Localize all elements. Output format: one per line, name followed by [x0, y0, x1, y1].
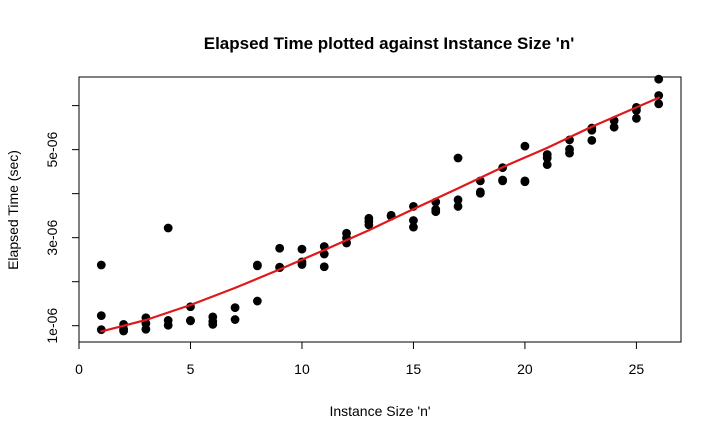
- x-tick-label: 25: [629, 361, 645, 377]
- data-point: [163, 320, 173, 330]
- data-point: [453, 195, 463, 205]
- data-point: [609, 122, 619, 132]
- x-axis-label: Instance Size 'n': [329, 403, 430, 419]
- data-point: [275, 243, 285, 253]
- data-point: [163, 223, 173, 233]
- data-point: [475, 188, 485, 198]
- chart-title: Elapsed Time plotted against Instance Si…: [204, 34, 575, 53]
- data-point: [654, 99, 664, 109]
- data-point: [186, 316, 195, 326]
- x-tick-label: 0: [75, 361, 83, 377]
- data-point: [96, 311, 106, 320]
- x-tick-label: 10: [294, 361, 310, 377]
- data-point: [409, 216, 418, 225]
- data-point: [453, 153, 463, 163]
- data-point: [297, 244, 307, 254]
- data-point: [119, 326, 128, 336]
- y-axis: 1e-06 3e-06 5e-06: [44, 105, 80, 344]
- x-axis: 0 5 10 15 20 25: [75, 341, 645, 377]
- data-point: [252, 296, 262, 306]
- x-tick-label: 15: [406, 361, 422, 377]
- data-point: [96, 260, 106, 270]
- data-point: [632, 113, 641, 123]
- x-tick-label: 5: [187, 361, 195, 377]
- data-point: [587, 135, 597, 145]
- data-point: [498, 176, 508, 186]
- data-point: [453, 202, 463, 211]
- data-point: [252, 261, 262, 271]
- data-point: [141, 324, 151, 334]
- plot-frame: [78, 76, 682, 343]
- y-tick-label: 3e-06: [44, 220, 60, 256]
- data-point: [364, 220, 374, 230]
- x-tick-label: 20: [517, 361, 533, 377]
- data-point: [297, 260, 307, 269]
- data-point: [409, 222, 418, 232]
- data-point: [654, 74, 664, 84]
- data-point: [230, 315, 240, 324]
- y-tick-label: 1e-06: [44, 308, 60, 344]
- data-point: [542, 153, 552, 163]
- fit-curve-layer: [100, 96, 660, 333]
- fit-curve: [100, 96, 660, 333]
- data-point: [208, 319, 218, 329]
- data-point: [230, 303, 240, 313]
- data-point: [520, 141, 530, 151]
- y-tick-label: 5e-06: [44, 132, 60, 168]
- data-point: [565, 148, 574, 158]
- data-point: [520, 177, 530, 187]
- data-point: [542, 160, 552, 169]
- y-axis-label: Elapsed Time (sec): [5, 150, 21, 270]
- data-point: [319, 262, 329, 272]
- data-point: [431, 207, 441, 217]
- data-points: [96, 74, 664, 336]
